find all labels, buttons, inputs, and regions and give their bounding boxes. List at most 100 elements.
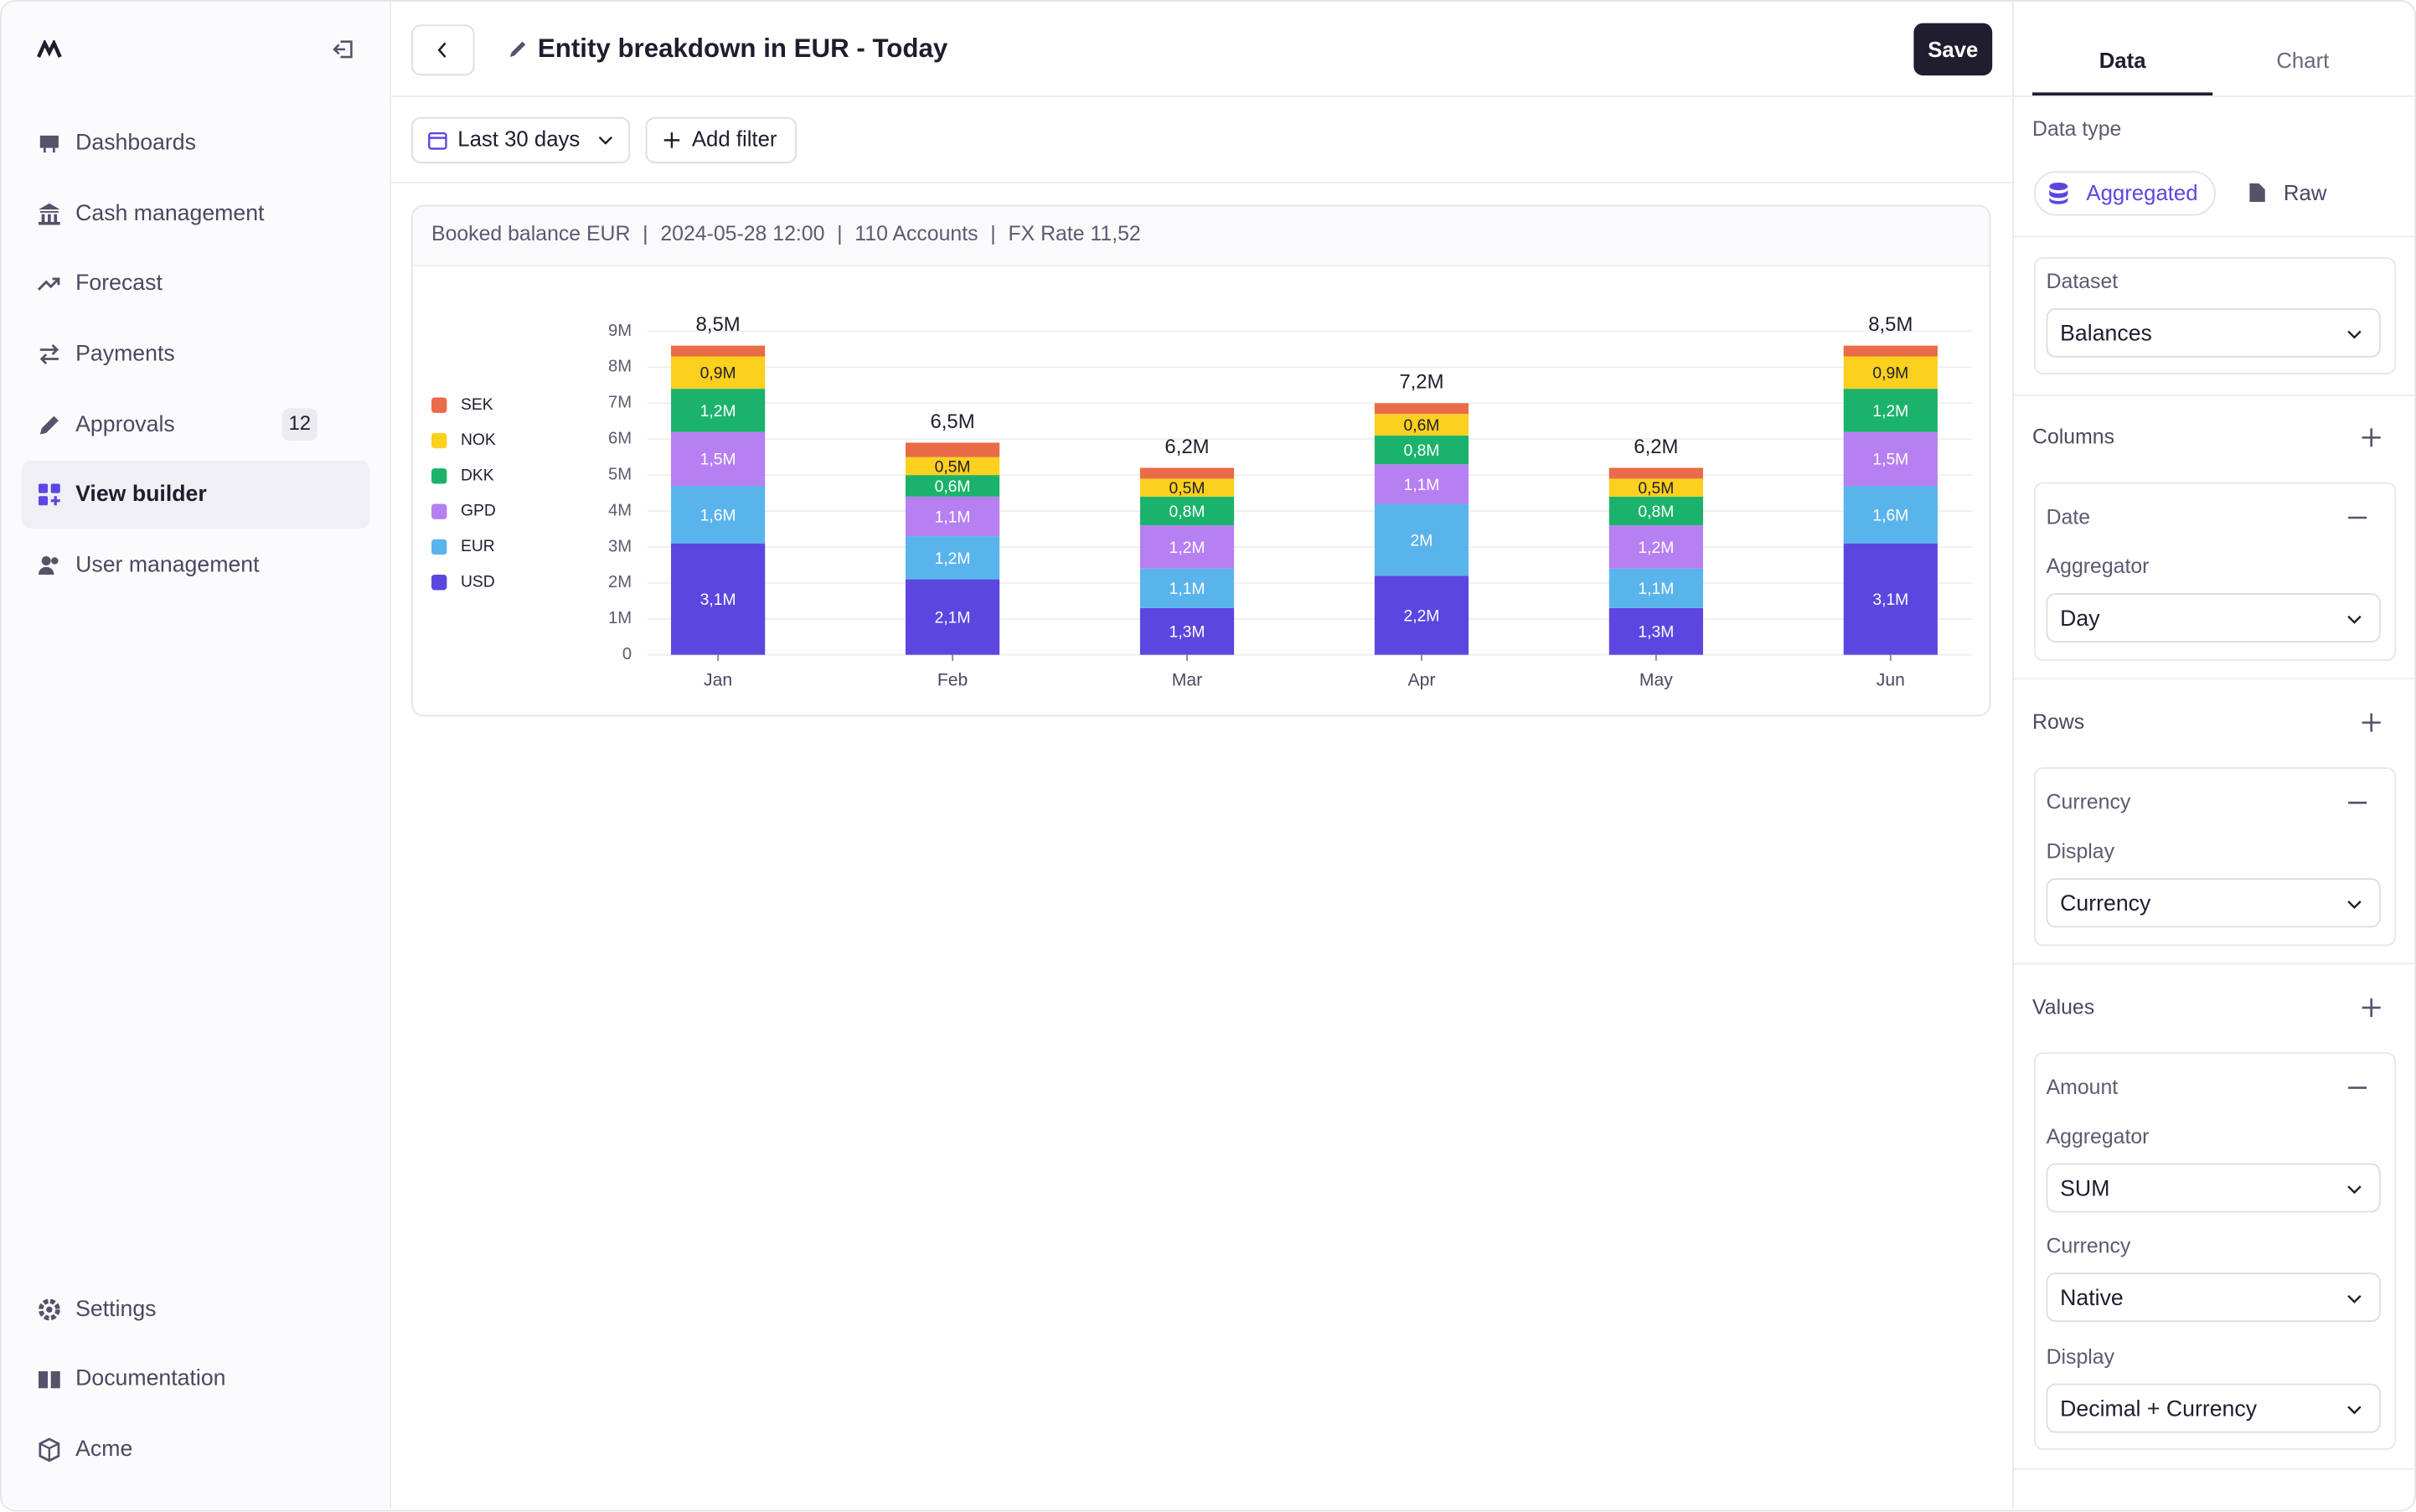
filter-label[interactable]: Last 30 days xyxy=(457,126,581,152)
back-button[interactable] xyxy=(411,24,475,76)
nav-active-bg xyxy=(21,460,370,529)
nav-icon xyxy=(38,483,60,506)
select[interactable]: Decimal + Currency xyxy=(2046,1383,2381,1433)
nav-item[interactable]: Forecast xyxy=(75,271,163,297)
bar-segment xyxy=(1843,543,1938,655)
bar-segment xyxy=(1374,464,1469,504)
select[interactable]: SUM xyxy=(2046,1163,2381,1213)
remove-button[interactable] xyxy=(2345,791,2369,815)
calendar-icon xyxy=(428,132,447,150)
data-label: 1,5M xyxy=(700,452,736,469)
bar-segment xyxy=(671,431,766,486)
legend-swatch xyxy=(431,397,447,413)
data-label: 3,1M xyxy=(1872,591,1908,609)
x-tick-label: Feb xyxy=(937,671,968,690)
data-label: 0,5M xyxy=(935,458,971,476)
nav-icon xyxy=(38,555,59,575)
panel-border xyxy=(2012,1,2014,1509)
data-label: 1,1M xyxy=(935,508,971,526)
option[interactable]: Raw xyxy=(2283,180,2327,205)
bar-segment xyxy=(905,442,1000,457)
remove-button[interactable] xyxy=(2345,1076,2369,1100)
legend-label: GPD xyxy=(461,503,496,520)
add-button[interactable] xyxy=(2359,995,2383,1019)
card-header xyxy=(412,206,1990,267)
nav-icon xyxy=(38,1370,60,1389)
nav-item[interactable]: View builder xyxy=(75,482,207,508)
nav-item[interactable]: User management xyxy=(75,553,260,578)
data-label: 0,6M xyxy=(1403,417,1439,435)
bar-segment xyxy=(1608,496,1703,526)
legend-label: SEK xyxy=(461,396,493,414)
x-tick-label: Jan xyxy=(704,671,732,690)
data-label: 1,1M xyxy=(1169,581,1205,598)
total-label: 6,2M xyxy=(1164,436,1209,458)
bar-segment xyxy=(1374,503,1469,576)
edit-icon[interactable] xyxy=(507,39,529,60)
nav-item[interactable]: Approvals xyxy=(75,412,175,438)
bar-segment xyxy=(1608,568,1703,608)
nav-icon xyxy=(39,344,59,365)
select-value: Decimal + Currency xyxy=(2060,1397,2258,1422)
nav-item[interactable]: Payments xyxy=(75,342,175,367)
nav-item[interactable]: Settings xyxy=(75,1297,157,1323)
tab[interactable]: Chart xyxy=(2276,48,2330,73)
data-label: 0,8M xyxy=(1638,503,1674,521)
legend-swatch xyxy=(431,539,447,555)
data-label: 0,5M xyxy=(1169,480,1205,498)
select[interactable]: Native xyxy=(2046,1272,2381,1323)
save-button[interactable] xyxy=(1913,23,1993,76)
add-button[interactable] xyxy=(2359,426,2383,450)
bar-segment xyxy=(905,579,1000,655)
option-pill[interactable] xyxy=(2033,171,2216,216)
save-label[interactable]: Save xyxy=(1928,37,1979,62)
tab[interactable]: Data xyxy=(2099,48,2146,73)
data-label: 1,2M xyxy=(935,550,971,568)
collapse-icon[interactable] xyxy=(331,37,355,61)
info-item: 2024-05-28 12:00 xyxy=(660,221,825,245)
select[interactable]: Currency xyxy=(2046,878,2381,928)
add-filter[interactable] xyxy=(645,116,797,163)
section-label: Data type xyxy=(2032,116,2122,141)
nav-icon xyxy=(37,277,60,291)
bar-segment xyxy=(1843,345,1938,357)
select-value: SUM xyxy=(2060,1177,2110,1202)
add-button[interactable] xyxy=(2359,710,2383,735)
bar-segment xyxy=(1374,403,1469,415)
remove-button[interactable] xyxy=(2345,505,2369,529)
select[interactable]: Balances xyxy=(2046,307,2381,358)
x-tick-label: Jun xyxy=(1877,671,1905,690)
data-label: 1,6M xyxy=(700,507,736,524)
total-label: 6,5M xyxy=(930,410,974,433)
bar-segment xyxy=(905,475,1000,497)
nav-item[interactable]: Documentation xyxy=(75,1366,226,1391)
bar-segment xyxy=(1843,485,1938,544)
divider xyxy=(2013,962,2415,965)
select[interactable]: Day xyxy=(2046,593,2381,642)
data-label: 1,2M xyxy=(700,403,736,421)
total-label: 8,5M xyxy=(696,313,741,336)
data-label: 1,1M xyxy=(1403,477,1439,494)
legend-swatch xyxy=(431,575,447,591)
y-tick-label: 0 xyxy=(622,645,632,663)
filter-label[interactable]: Add filter xyxy=(691,126,777,152)
nav-item[interactable]: Dashboards xyxy=(75,131,196,156)
y-tick-label: 6M xyxy=(608,430,632,448)
chevron xyxy=(598,136,613,145)
separator: | xyxy=(643,221,648,245)
nav-item[interactable]: Cash management xyxy=(75,201,265,227)
total-label: 6,2M xyxy=(1634,436,1678,458)
select-value: Balances xyxy=(2060,322,2152,347)
legend-label: EUR xyxy=(461,538,495,555)
data-label: 1,2M xyxy=(1872,403,1908,421)
option[interactable]: Aggregated xyxy=(2086,180,2198,205)
data-label: 0,8M xyxy=(1403,442,1439,460)
nav-icon xyxy=(38,1298,60,1321)
divider xyxy=(2013,95,2415,97)
date-filter[interactable] xyxy=(411,116,631,163)
bar-segment xyxy=(1139,478,1235,497)
nav-item[interactable]: Acme xyxy=(75,1437,133,1463)
info-item: 110 Accounts xyxy=(854,221,978,245)
data-label: 1,2M xyxy=(1169,539,1205,557)
